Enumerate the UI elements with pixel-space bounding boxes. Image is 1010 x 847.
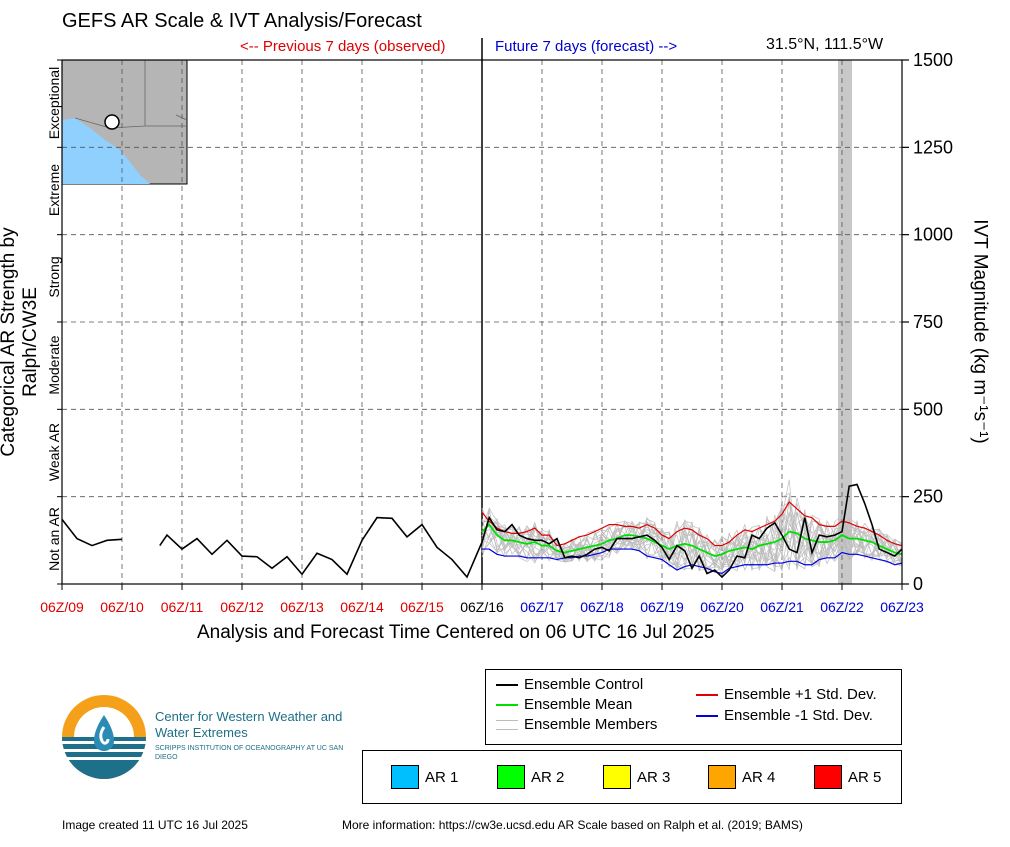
ar-legend-item: AR 3 [603,765,670,789]
ar-legend-item: AR 1 [391,765,458,789]
x-tick-label: 06Z/14 [340,599,384,615]
y-tick-label: 500 [913,399,943,419]
y-tick-label: 1000 [913,225,953,245]
legend-plus-sd: Ensemble +1 Std. Dev. [696,686,877,703]
footer-more-info: More information: https://cw3e.ucsd.edu … [342,818,803,832]
x-tick-label: 06Z/16 [460,599,504,615]
right-axis-label: IVT Magnitude (kg m⁻¹s⁻¹) [969,219,991,444]
y-tick-label: 1250 [913,137,953,157]
ar-color-swatch [497,765,525,789]
x-axis-label: Analysis and Forecast Time Centered on 0… [197,622,715,643]
y-tick-label: 1500 [913,50,953,70]
ar-legend-label: AR 3 [637,768,671,786]
y-tick-label: 250 [913,487,943,507]
location-label: 31.5°N, 111.5°W [766,36,884,53]
ensemble-legend: Ensemble Control Ensemble Mean Ensemble … [485,669,902,745]
category-label: Not an AR [46,507,62,572]
footer-created: Image created 11 UTC 16 Jul 2025 [62,818,248,832]
legend-mean: Ensemble Mean [496,696,632,713]
ar-legend-item: AR 5 [814,765,881,789]
legend-control: Ensemble Control [496,676,643,693]
y-tick-label: 750 [913,312,943,332]
category-label: Strong [46,256,62,298]
x-tick-label: 06Z/19 [640,599,684,615]
future-days-label: Future 7 days (forecast) --> [495,38,678,55]
mean-swatch [496,703,518,706]
x-tick-label: 06Z/17 [520,599,564,615]
ar-legend-label: AR 2 [531,768,565,786]
legend-plus-sd-label: Ensemble +1 Std. Dev. [724,686,877,703]
ar-color-swatch [391,765,419,789]
inset-map-sea [62,118,150,184]
y-tick-label: 0 [913,574,923,594]
control-swatch [496,683,518,686]
minus-sd-line [482,548,903,575]
category-label: Weak AR [46,422,62,482]
inset-map [61,59,188,185]
x-tick-label: 06Z/20 [700,599,744,615]
ar-legend-label: AR 4 [742,768,776,786]
ar-color-swatch [708,765,736,789]
x-tick-label: 06Z/09 [40,599,84,615]
org-name: Center for Western Weather and Water Ext… [155,709,343,740]
x-tick-label: 06Z/12 [220,599,264,615]
ar-color-swatch [814,765,842,789]
ar-legend-label: AR 5 [848,768,882,786]
x-tick-label: 06Z/15 [400,599,444,615]
cw3e-logo [62,695,146,779]
plus-sd-line [481,500,903,547]
legend-mean-label: Ensemble Mean [524,696,633,713]
legend-members: Ensemble Members [496,716,657,733]
ensemble-control-line [481,483,903,579]
x-tick-label: 06Z/21 [760,599,804,615]
x-tick-label: 06Z/10 [100,599,144,615]
x-tick-label: 06Z/23 [880,599,924,615]
legend-members-label: Ensemble Members [524,716,658,733]
ar-legend-item: AR 4 [708,765,775,789]
left-axis-label: Categorical AR Strength by Ralph/CW3E [0,227,41,457]
previous-days-label: <-- Previous 7 days (observed) [240,38,446,55]
ensemble-mean-line [481,523,903,558]
x-tick-label: 06Z/11 [161,599,204,615]
plus-sd-swatch [696,693,718,696]
x-tick-label: 06Z/22 [820,599,864,615]
minus-sd-swatch [696,714,718,717]
location-marker [104,114,120,130]
chart-title: GEFS AR Scale & IVT Analysis/Forecast [62,10,422,32]
category-label: Extreme [46,163,62,217]
ar-legend-item: AR 2 [497,765,564,789]
ar-legend: AR 1 AR 2 AR 3 AR 4 AR 5 [362,750,902,804]
x-tick-label: 06Z/13 [280,599,324,615]
org-subtitle: SCRIPPS INSTITUTION OF OCEANOGRAPHY AT U… [155,745,344,761]
ar-legend-label: AR 1 [425,768,459,786]
category-label: Exceptional [46,66,62,139]
inset-map-borders [74,60,188,129]
observed-line [159,516,483,579]
members-swatch [496,719,518,730]
legend-minus-sd-label: Ensemble -1 Std. Dev. [724,707,873,724]
category-label: Moderate [46,335,62,395]
ar-color-swatch [603,765,631,789]
x-tick-label: 06Z/18 [580,599,624,615]
legend-control-label: Ensemble Control [524,676,644,693]
observed-line [61,518,123,547]
legend-minus-sd: Ensemble -1 Std. Dev. [696,707,873,724]
inset-map-gulf [84,136,118,170]
